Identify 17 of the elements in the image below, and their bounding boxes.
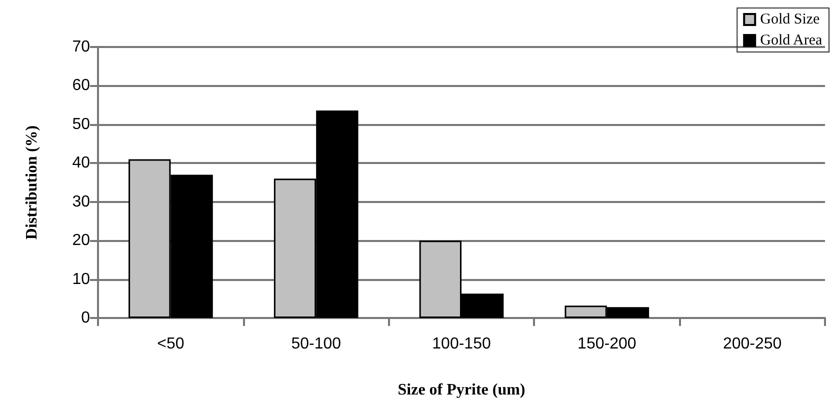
y-tick-label: 40 bbox=[72, 154, 90, 172]
y-tick-label: 50 bbox=[72, 116, 90, 133]
legend-label: Gold Area bbox=[760, 32, 823, 48]
y-tick-label: 20 bbox=[72, 232, 90, 250]
x-axis-title: Size of Pyrite (um) bbox=[398, 382, 526, 398]
x-tick-label: 200-250 bbox=[722, 336, 782, 352]
legend-label: Gold Size bbox=[760, 12, 820, 28]
y-tick-label: 60 bbox=[72, 77, 90, 94]
y-tick-label: 70 bbox=[72, 38, 90, 56]
y-axis-title: Distribution (%) bbox=[24, 125, 40, 240]
x-tick-label: <50 bbox=[157, 336, 184, 352]
y-tick-label: 0 bbox=[81, 310, 90, 326]
x-tick-label: 150-200 bbox=[578, 336, 636, 352]
x-tick-label: 100-150 bbox=[432, 336, 491, 352]
x-tick-label: 50-100 bbox=[291, 336, 342, 352]
y-tick-label: 30 bbox=[72, 193, 90, 210]
y-tick-label: 10 bbox=[72, 270, 90, 288]
